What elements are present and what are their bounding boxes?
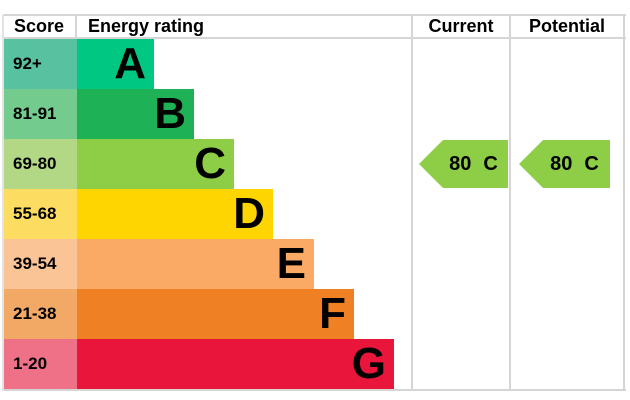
current-column-header: Current xyxy=(428,16,494,36)
band-bar-e: E xyxy=(77,239,314,289)
band-bar-g: G xyxy=(77,339,394,389)
current-rating-band: C xyxy=(483,152,498,175)
potential-rating-value: 80 xyxy=(550,152,573,175)
score-column-header: Score xyxy=(13,16,65,36)
band-row-g: 1-20 G xyxy=(4,339,626,389)
score-column-divider xyxy=(75,14,77,39)
score-range-e: 39-54 xyxy=(4,239,77,289)
score-range-f: 21-38 xyxy=(4,289,77,339)
band-bar-f: F xyxy=(77,289,354,339)
table-top-border xyxy=(2,14,626,16)
table-left-border xyxy=(2,14,4,391)
band-row-d: 55-68 D xyxy=(4,189,626,239)
energy-rating-column-header: Energy rating xyxy=(88,16,205,36)
potential-rating-band: C xyxy=(584,152,599,175)
band-row-a: 92+ A xyxy=(4,39,626,89)
table-bottom-border xyxy=(2,389,626,391)
band-row-f: 21-38 F xyxy=(4,289,626,339)
potential-column-header: Potential xyxy=(528,16,605,36)
band-bar-a: A xyxy=(77,39,154,89)
band-row-b: 81-91 B xyxy=(4,89,626,139)
band-row-e: 39-54 E xyxy=(4,239,626,289)
score-range-g: 1-20 xyxy=(4,339,77,389)
band-bar-b: B xyxy=(77,89,194,139)
current-rating-value: 80 xyxy=(449,152,472,175)
potential-column-divider xyxy=(509,14,511,391)
header-underline xyxy=(2,37,626,39)
score-range-b: 81-91 xyxy=(4,89,77,139)
table-right-border xyxy=(623,14,625,391)
band-row-c: 69-80 C xyxy=(4,139,626,189)
score-range-c: 69-80 xyxy=(4,139,77,189)
current-column-divider xyxy=(411,14,413,391)
score-range-a: 92+ xyxy=(4,39,77,89)
band-bar-d: D xyxy=(77,189,273,239)
band-bar-c: C xyxy=(77,139,234,189)
score-range-d: 55-68 xyxy=(4,189,77,239)
